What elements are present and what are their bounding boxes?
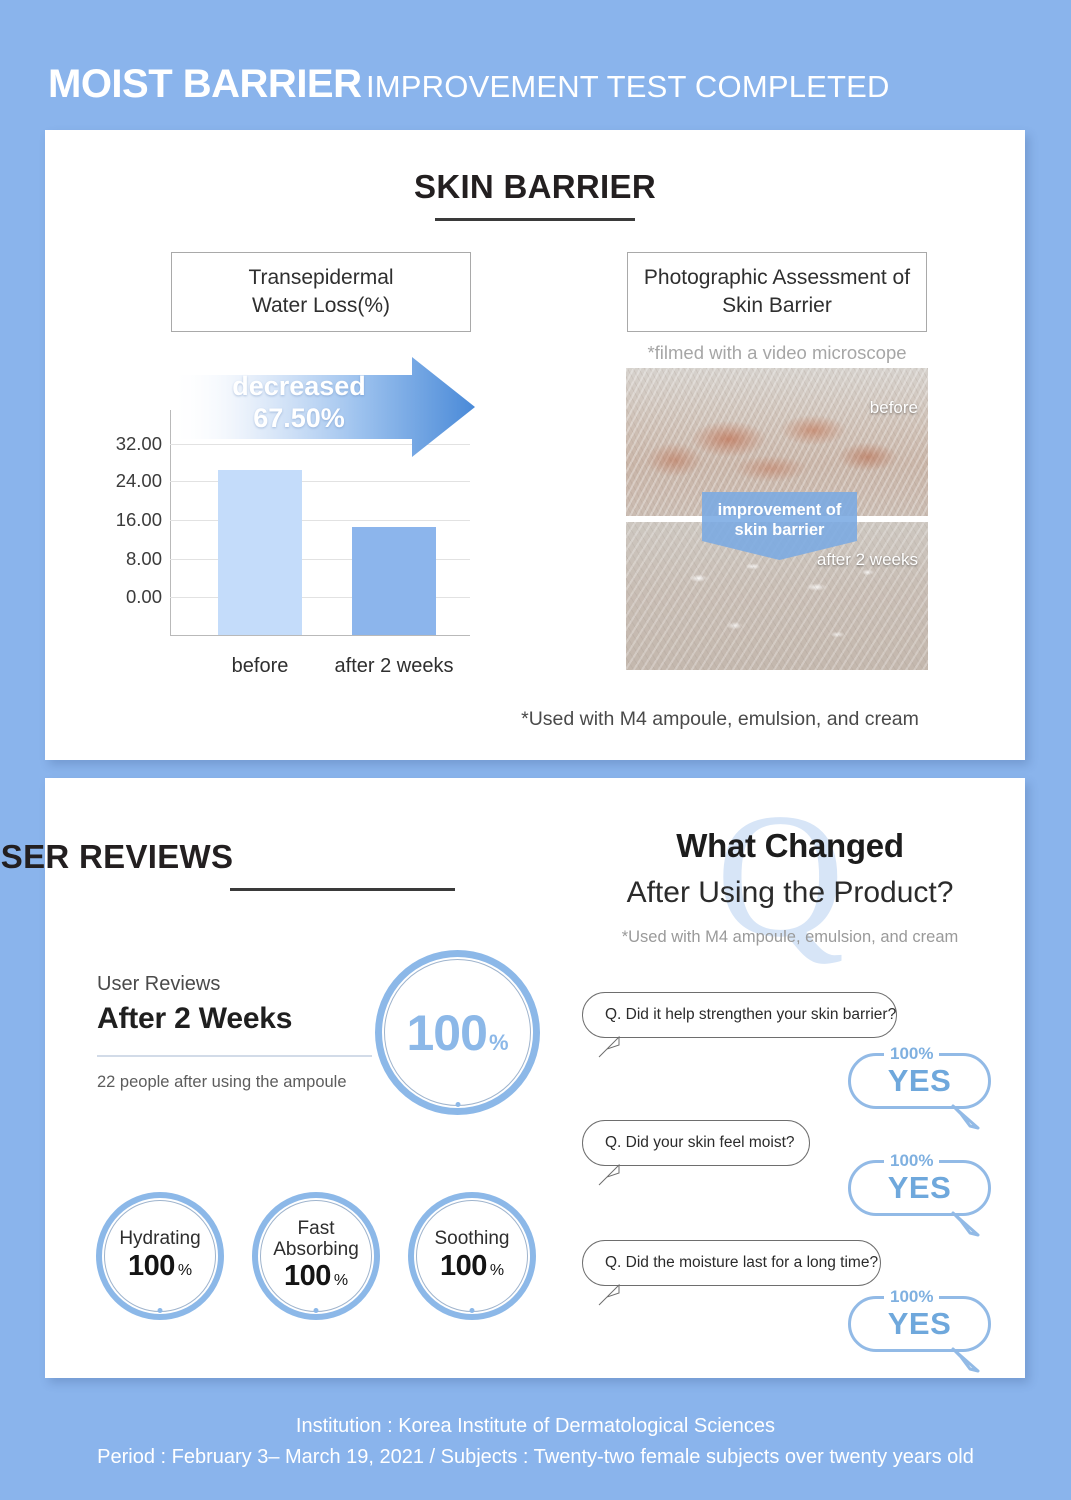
badge-unit: % [177, 1261, 193, 1279]
arrow-callout-line2: 67.50% [253, 402, 345, 433]
gridline-16 [170, 520, 470, 521]
bar-after [352, 526, 436, 635]
ytick-label-16: 16.00 [115, 509, 162, 530]
gauge-ring-outer [375, 950, 540, 1115]
footer-period-subjects: Period : February 3– March 19, 2021 / Su… [97, 1446, 974, 1468]
arrow-shape-icon [170, 357, 475, 457]
ytick-label-0: 0.00 [125, 586, 162, 607]
badge-marker-dot [313, 1308, 319, 1313]
answer-percent-1: 100% [884, 1044, 940, 1064]
microscope-note: *filmed with a video microscope [647, 342, 907, 363]
ribbon-line2: skin barrier [734, 521, 825, 540]
answer-percent-2: 100% [884, 1151, 940, 1171]
section-title-user-reviews: USER REVIEWS [0, 838, 234, 875]
photo-heading-box: Photographic Assessment of Skin Barrier [627, 252, 927, 332]
what-changed-note: *Used with M4 ampoule, emulsion, and cre… [621, 928, 959, 946]
answer-bubble-tail-2 [951, 1211, 980, 1237]
section-title-skin-barrier: SKIN BARRIER [414, 168, 656, 205]
microscope-photo-stack: before after 2 weeks [626, 368, 928, 670]
question-bubble-tail-3 [598, 1284, 620, 1306]
gridline-24 [170, 481, 470, 482]
ytick-label-24: 24.00 [115, 470, 162, 491]
badge-marker-dot [469, 1308, 475, 1313]
xtick-label-before: before [231, 655, 289, 677]
arrow-callout-line1: decreased [232, 371, 366, 401]
bar-before [218, 470, 302, 635]
answer-text-3: YES [887, 1306, 952, 1341]
ribbon-line1: improvement of [717, 501, 842, 519]
header-title-light: IMPROVEMENT TEST COMPLETED [365, 69, 890, 104]
twl-bar-chart: 32.00 24.00 16.00 8.00 0.00 before after… [100, 410, 480, 677]
photo-label-before: before [869, 398, 918, 417]
section-rule-skin-barrier [435, 218, 635, 221]
xtick-label-after: after 2 weeks [334, 655, 454, 677]
photo-heading-line1: Photographic Assessment of [643, 266, 911, 290]
badge-soothing: Soothing 100 % [408, 1192, 536, 1320]
chart-y-axis [170, 410, 171, 635]
question-bubble-2: Q. Did your skin feel moist? [582, 1120, 810, 1166]
answer-bubble-tail-3 [951, 1347, 980, 1373]
photo-label-after: after 2 weeks [816, 550, 918, 569]
answer-bubble-2: YES [848, 1160, 991, 1216]
footer-institution: Institution : Korea Institute of Dermato… [295, 1415, 776, 1437]
badge-label-line2: Absorbing [273, 1238, 359, 1260]
gridline-8 [170, 559, 470, 560]
question-bubble-3: Q. Did the moisture last for a long time… [582, 1240, 881, 1286]
twl-heading-line2: Water Loss(%) [251, 294, 391, 317]
badge-marker-dot [157, 1308, 163, 1313]
badge-ring-outer [252, 1192, 380, 1320]
arrow-callout-text: decreased 67.50% [170, 371, 428, 435]
twl-heading-box: Transepidermal Water Loss(%) [171, 252, 471, 332]
question-bubble-1: Q. Did it help strengthen your skin barr… [582, 992, 897, 1038]
answer-text-2: YES [887, 1170, 952, 1205]
badge-value: 100 [127, 1249, 175, 1282]
ytick-label-32: 32.00 [115, 433, 162, 454]
badge-unit: % [333, 1272, 349, 1290]
skin-image-before [626, 368, 928, 516]
twl-heading-line1: Transepidermal [248, 266, 394, 290]
what-changed-title: What Changed [676, 827, 904, 864]
gauge-marker-dot [455, 1102, 460, 1107]
answer-percent-3: 100% [884, 1287, 940, 1307]
section-rule-user-reviews [230, 888, 455, 891]
badge-fast-absorbing: Fast Absorbing 100 % [252, 1192, 380, 1320]
photo-heading-line2: Skin Barrier [722, 294, 832, 317]
page-header: MOIST BARRIER IMPROVEMENT TEST COMPLETED [48, 62, 890, 107]
badge-label: Hydrating [119, 1228, 201, 1250]
q-watermark-letter: Q [716, 776, 845, 974]
what-changed-subtitle: After Using the Product? [626, 876, 954, 909]
question-bubble-tail-1 [598, 1036, 620, 1058]
badge-ring-outer [408, 1192, 536, 1320]
reviews-divider [97, 1055, 372, 1057]
header-title-bold: MOIST BARRIER [48, 62, 362, 106]
question-bubble-tail-2 [598, 1164, 620, 1186]
chart-x-axis [170, 635, 470, 636]
overall-satisfaction-gauge: 100 % [375, 950, 540, 1115]
badge-unit: % [489, 1261, 505, 1279]
badge-value: 100 [283, 1260, 331, 1293]
badge-value: 100 [439, 1249, 487, 1282]
answer-text-1: YES [887, 1063, 952, 1098]
gridline-32 [170, 444, 470, 445]
reviews-sub-label: User Reviews [97, 973, 221, 995]
badge-ring-outer [96, 1192, 224, 1320]
decrease-arrow-callout: decreased 67.50% [170, 357, 475, 457]
reviews-main-label: After 2 Weeks [97, 1002, 293, 1035]
badge-label: Soothing [434, 1228, 510, 1250]
badge-hydrating: Hydrating 100 % [96, 1192, 224, 1320]
photo-before: before [626, 368, 928, 516]
top-card-footnote: *Used with M4 ampoule, emulsion, and cre… [521, 708, 919, 730]
reviews-participants-note: 22 people after using the ampoule [97, 1073, 347, 1091]
answer-bubble-tail-1 [951, 1104, 980, 1130]
gridline-0 [170, 597, 470, 598]
ytick-label-8: 8.00 [125, 548, 162, 569]
gauge-unit: % [488, 1029, 509, 1055]
gauge-value: 100 [406, 1004, 488, 1061]
badge-label-line1: Fast [297, 1217, 335, 1239]
